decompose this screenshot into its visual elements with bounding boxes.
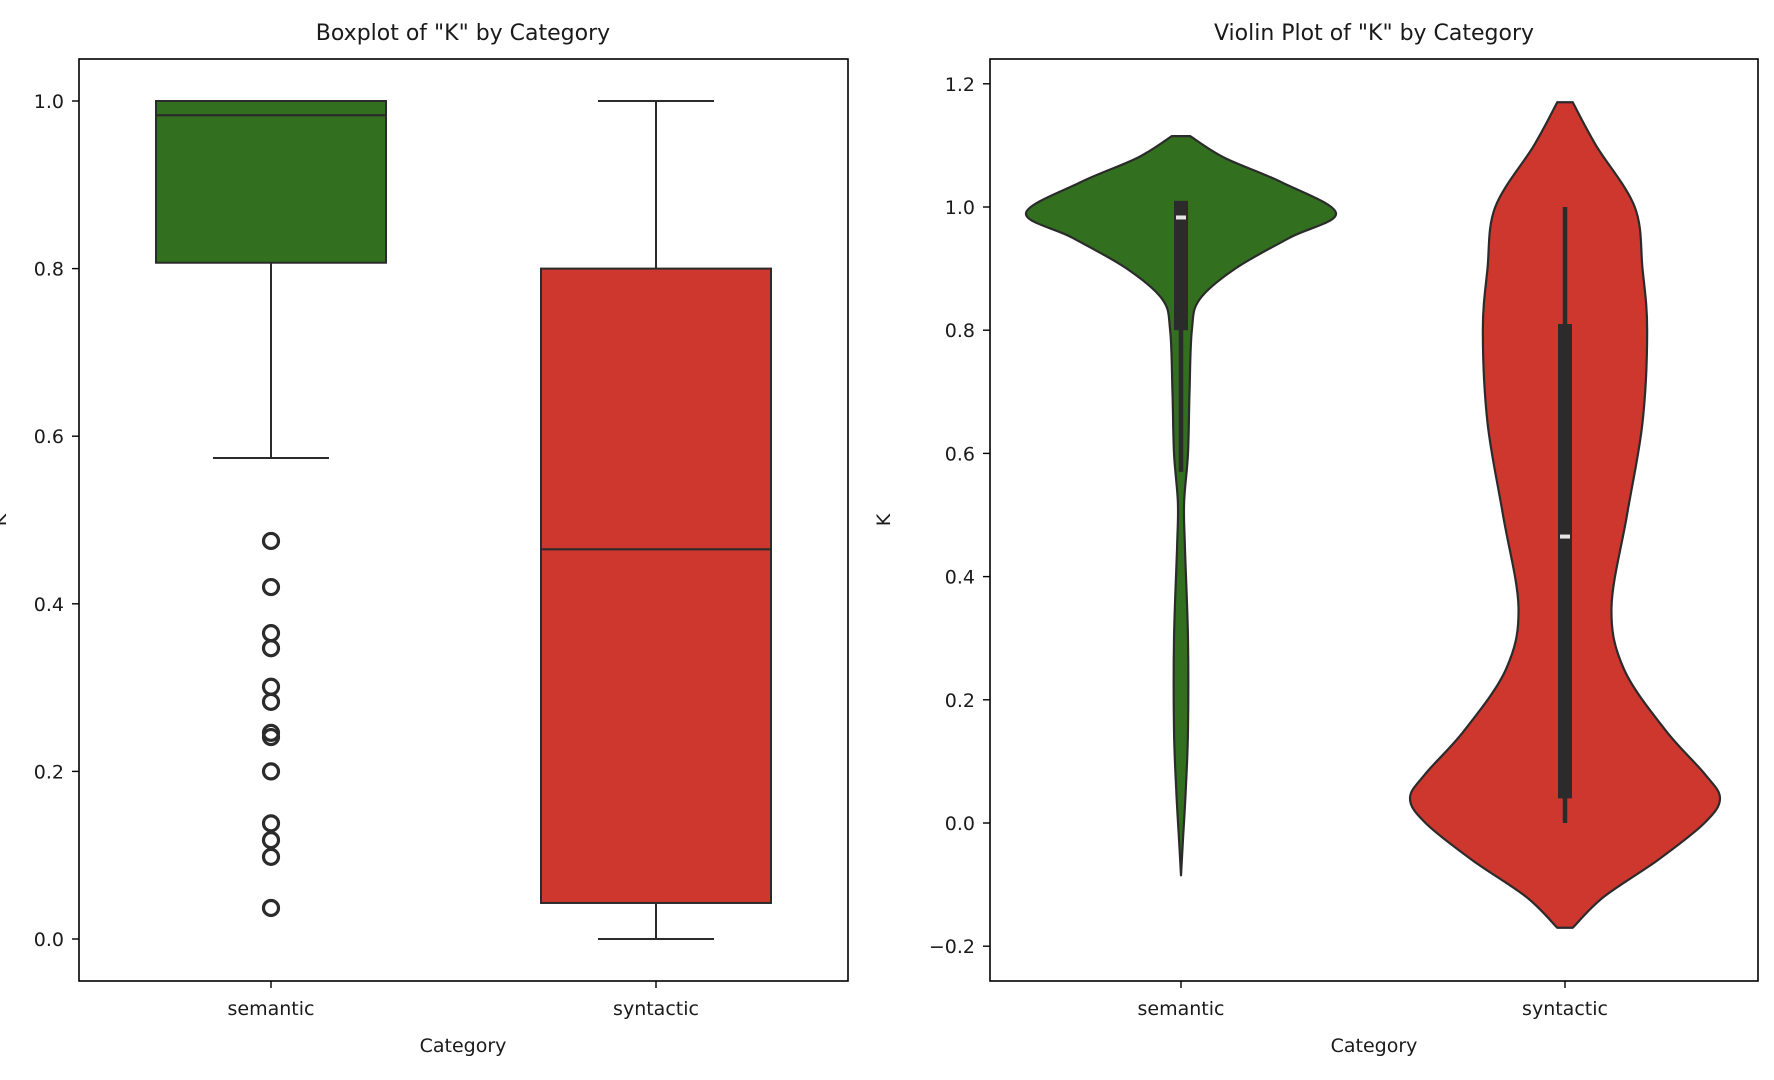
violin-x-label: Category: [1331, 1035, 1418, 1057]
outlier-point: [261, 814, 281, 833]
outlier-point: [261, 762, 281, 781]
violin-axes-frame: [989, 58, 1759, 982]
violin-median-mark: [1560, 534, 1570, 539]
violin-inner-box: [1558, 324, 1572, 799]
outlier-point: [261, 677, 281, 696]
boxplot-plot-area: [155, 100, 772, 940]
y-tick-label: 0.4: [945, 567, 975, 589]
boxplot-axes-frame: [78, 58, 849, 982]
y-tick-label: −0.2: [929, 936, 975, 958]
outlier-point: [261, 639, 281, 658]
violin-semantic: [1024, 135, 1338, 877]
x-tick-label-semantic: semantic: [1138, 998, 1225, 1020]
violin-median-mark: [1176, 215, 1186, 220]
violin-syntactic: [1408, 101, 1722, 929]
y-tick-label: 0.8: [34, 259, 64, 281]
violin-inner-box: [1174, 200, 1188, 331]
outlier-point: [261, 727, 281, 747]
violin-title: Violin Plot of "K" by Category: [1214, 21, 1534, 46]
x-tick-label-semantic: semantic: [228, 998, 315, 1020]
boxplot-title: Boxplot of "K" by Category: [316, 21, 610, 46]
violin-plot-area: [1024, 101, 1722, 929]
violin-panel: Violin Plot of "K" by Category −0.2 0.0 0.…: [873, 21, 1759, 1057]
y-tick-label: 0.2: [34, 761, 64, 783]
y-tick-label: 0.0: [945, 813, 975, 835]
outlier-point: [261, 624, 281, 643]
violin-x-axis: semantic syntactic: [1138, 981, 1608, 1020]
y-tick-label: 1.0: [945, 197, 975, 219]
boxplot-x-axis: semantic syntactic: [228, 981, 699, 1020]
y-tick-label: 0.2: [945, 690, 975, 712]
y-tick-label: 0.6: [34, 426, 64, 448]
y-tick-label: 0.8: [945, 320, 975, 342]
y-tick-label: 1.0: [34, 91, 64, 113]
x-tick-label-syntactic: syntactic: [613, 998, 699, 1020]
boxplot-y-axis: 0.0 0.2 0.4 0.6 0.8 1.0: [34, 91, 79, 951]
boxplot-panel: Boxplot of "K" by Category 0.00.20.40.60…: [0, 21, 849, 1057]
y-tick-label: 1.2: [945, 74, 975, 96]
outlier-point: [261, 847, 281, 866]
violin-y-label: K: [873, 513, 895, 526]
y-tick-label: 0.6: [945, 443, 975, 465]
violin-body: [1024, 135, 1338, 877]
violin-y-axis: −0.2 0.0 0.2 0.4 0.6 0.8 1.0 1.2: [929, 74, 990, 958]
outlier-point: [261, 898, 281, 918]
x-tick-label-syntactic: syntactic: [1522, 998, 1608, 1020]
y-tick-label: 0.0: [34, 929, 64, 951]
y-tick-label: 0.4: [34, 594, 64, 616]
outlier-point: [261, 531, 281, 551]
outlier-point: [261, 577, 281, 597]
box-semantic: [155, 100, 387, 918]
iqr-box: [155, 100, 387, 264]
boxplot-x-label: Category: [420, 1035, 507, 1057]
iqr-box: [540, 267, 772, 904]
boxplot-y-label: K: [0, 513, 11, 526]
box-syntactic: [540, 100, 772, 940]
outlier-point: [261, 831, 281, 850]
outlier-point: [261, 692, 281, 711]
